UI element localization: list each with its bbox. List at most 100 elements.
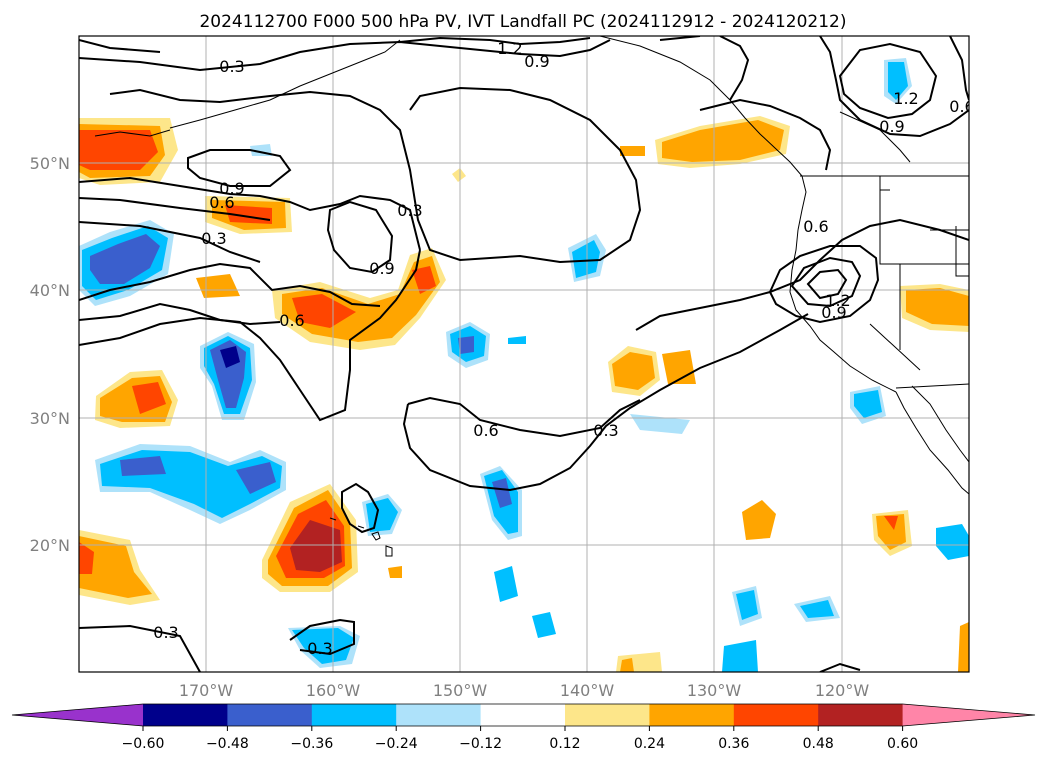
colorbar-tick-label: 0.60 xyxy=(887,736,918,752)
contour-6 xyxy=(187,149,292,187)
shade-cold-o xyxy=(722,640,758,672)
shade-cold-c-core2 xyxy=(236,462,276,494)
coast-se-alaska xyxy=(599,36,803,177)
colorbar-tick-label: 0.48 xyxy=(803,736,834,752)
contour-23 xyxy=(341,482,380,534)
contour-11 xyxy=(79,302,281,326)
contour-5 xyxy=(79,221,261,263)
contour-label: 0.3 xyxy=(219,57,244,76)
colorbar-segment xyxy=(733,704,819,726)
coast-baja xyxy=(895,391,969,495)
colorbar-segment xyxy=(396,704,482,726)
colorbar-tick-label: −0.48 xyxy=(206,736,249,752)
colorbar-segment xyxy=(818,704,904,726)
shade-warm-m-inner xyxy=(620,658,634,672)
contour-label: 0.9 xyxy=(369,259,394,278)
shade-cold-r xyxy=(630,414,690,434)
map-frame xyxy=(78,35,970,673)
contour-22 xyxy=(949,36,969,101)
lon-tick-label: 160°W xyxy=(306,681,361,700)
contour-label: 0.3 xyxy=(307,639,332,658)
contour-label: 0.9 xyxy=(219,179,244,198)
shade-cold-d-core xyxy=(458,336,474,354)
contour-20 xyxy=(838,42,938,120)
shade-cold-h-inner xyxy=(292,628,354,664)
lat-tick-label: 30°N xyxy=(30,409,70,428)
colorbar-tick-label: −0.36 xyxy=(290,736,333,752)
contour-label: 1.2 xyxy=(825,291,850,310)
colorbar-tick-label: 0.12 xyxy=(549,736,580,752)
lat-axis: 50°N 40°N 30°N 20°N xyxy=(30,154,70,555)
shade-cold-b-core xyxy=(220,346,240,368)
shade-warm-f-inner xyxy=(79,536,152,598)
contour-label: 0.9 xyxy=(524,52,549,71)
colorbar: −0.60 −0.48 −0.36 −0.24 −0.12 0.12 0.24 0.36 0.4… xyxy=(11,703,1036,752)
contour-10 xyxy=(79,262,381,307)
colorbar-segment xyxy=(649,704,735,726)
pv-shading xyxy=(79,58,969,672)
contour-label: 0.3 xyxy=(201,229,226,248)
contour-27 xyxy=(79,39,161,53)
shade-cold-m-inner xyxy=(854,390,882,418)
shade-warm-k-inner xyxy=(876,514,906,550)
lat-tick-label: 40°N xyxy=(30,281,70,300)
coast-northwest-island xyxy=(94,129,171,137)
contour-label: 0.3 xyxy=(397,201,422,220)
shade-warm-c-core xyxy=(132,382,166,414)
lon-axis: 170°W 160°W 150°W 140°W 130°W 120°W xyxy=(179,681,870,700)
shade-cold-p-inner xyxy=(888,62,908,100)
contour-15 xyxy=(768,245,880,324)
colorbar-tick-label: −0.60 xyxy=(122,736,165,752)
colorbar-ticks: −0.60 −0.48 −0.36 −0.24 −0.12 0.12 0.24 0.36 0.4… xyxy=(122,726,918,752)
coast-alaska-peninsula xyxy=(169,39,401,129)
contour-16 xyxy=(790,256,862,308)
lat-tick-label: 50°N xyxy=(30,154,70,173)
shade-cold-c-core xyxy=(120,456,166,476)
figure-title: 2024112700 F000 500 hPa PV, IVT Landfall… xyxy=(199,12,846,32)
contour-label: 0.6 xyxy=(949,97,974,116)
shade-cold-j xyxy=(532,612,556,638)
shade-cold-small1 xyxy=(508,336,526,344)
gridlines xyxy=(79,36,969,672)
colorbar-segment xyxy=(311,704,397,726)
contour-3 xyxy=(79,176,421,251)
shade-warm-l xyxy=(958,622,969,672)
contour-label: 0.3 xyxy=(153,623,178,642)
contour-21 xyxy=(819,36,969,138)
contour-label: 0.6 xyxy=(279,311,304,330)
shade-cold-i xyxy=(494,566,518,602)
contour-label: 0.6 xyxy=(803,217,828,236)
shade-warm-g-small xyxy=(620,146,645,156)
contour-label: 1.2 xyxy=(893,89,918,108)
coast-pnw xyxy=(789,229,897,393)
colorbar-tick-label: −0.12 xyxy=(459,736,502,752)
contour-labels: 0.3 1.2 0.9 1.2 0.9 0.6 0.9 0.6 0.3 0.3 … xyxy=(153,39,974,658)
border-states xyxy=(869,176,969,371)
contours xyxy=(79,36,969,672)
shade-warm-b-core2 xyxy=(412,266,436,294)
shade-cold-l-inner xyxy=(800,600,834,618)
contour-13 xyxy=(402,313,809,492)
shade-warm-k-core xyxy=(884,516,898,530)
shade-warm-g-inner xyxy=(662,120,784,162)
shade-warm-nw-core xyxy=(79,130,158,170)
coast-hawaii xyxy=(329,517,393,557)
contour-1 xyxy=(79,39,611,72)
shade-cold-a-core xyxy=(90,234,160,284)
contour-2 xyxy=(399,36,591,46)
contour-25 xyxy=(289,618,355,656)
contour-label: 1.2 xyxy=(497,39,522,58)
contour-label: 0.6 xyxy=(473,421,498,440)
colorbar-segment xyxy=(143,704,228,726)
colorbar-extend-low xyxy=(12,704,143,726)
contour-12 xyxy=(407,396,641,438)
colorbar-segment xyxy=(227,704,313,726)
shade-cold-f-core xyxy=(492,478,512,508)
lon-tick-label: 150°W xyxy=(433,681,488,700)
contour-19 xyxy=(659,36,750,101)
lon-tick-label: 120°W xyxy=(815,681,870,700)
colorbar-segment xyxy=(480,704,566,726)
shade-warm-i-inner xyxy=(906,288,969,326)
colorbar-tick-label: 0.36 xyxy=(718,736,749,752)
